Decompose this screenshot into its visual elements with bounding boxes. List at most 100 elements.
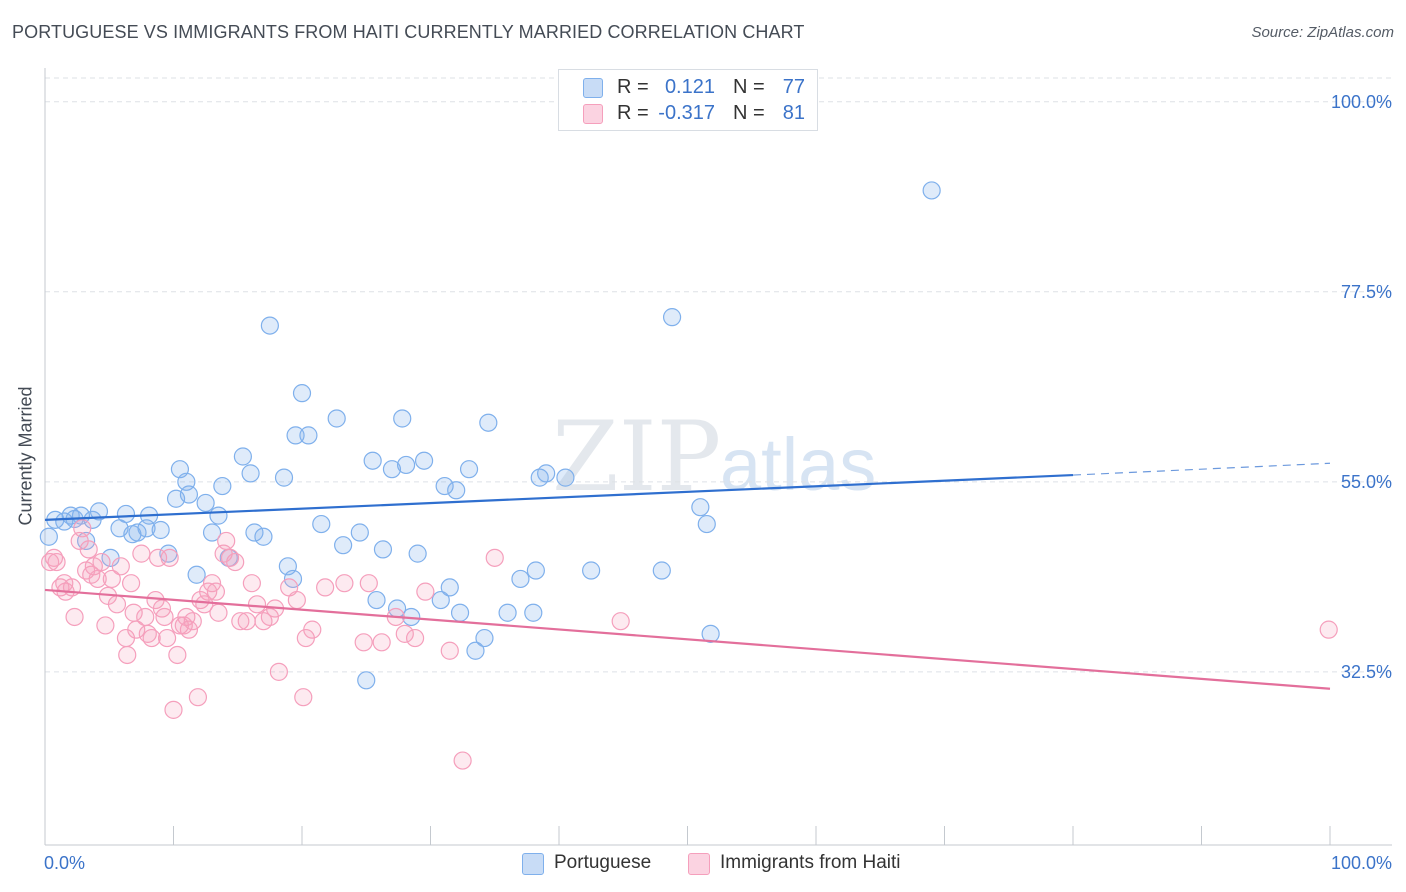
chart-title: PORTUGUESE VS IMMIGRANTS FROM HAITI CURR… [12, 22, 805, 42]
y-tick-label: 77.5% [1341, 282, 1392, 302]
haiti-point [132, 544, 151, 563]
haiti-point [1319, 620, 1338, 639]
portuguese-point [334, 536, 353, 555]
portuguese-point [363, 451, 382, 470]
portuguese-point [701, 624, 720, 643]
haiti-point [183, 612, 202, 631]
haiti-point [118, 645, 137, 665]
haiti-point [416, 582, 435, 601]
haiti-point [47, 552, 66, 572]
haiti-point [102, 569, 121, 589]
haiti-point [316, 578, 335, 597]
portuguese-point [498, 603, 517, 622]
haiti-swatch [583, 104, 603, 124]
legend-label: Immigrants from Haiti [720, 852, 901, 873]
haiti-point [121, 574, 141, 593]
portuguese-point [466, 641, 485, 660]
portuguese-point [408, 544, 427, 563]
portuguese-swatch [583, 78, 603, 98]
haiti-legend-swatch [688, 853, 710, 875]
portuguese-point [537, 464, 556, 483]
portuguese-point [350, 523, 369, 542]
n-label: N = [733, 76, 765, 98]
haiti-point [164, 700, 183, 719]
portuguese-point [202, 523, 222, 542]
portuguese-point [450, 603, 470, 622]
haiti-point [202, 574, 222, 593]
portuguese-point [209, 506, 228, 525]
portuguese-point [396, 455, 416, 475]
trend-lines [44, 462, 1331, 690]
portuguese-point [431, 590, 450, 610]
portuguese-point [116, 504, 136, 524]
y-tick-label: 100.0% [1331, 92, 1392, 112]
portuguese-point [179, 485, 199, 504]
portuguese-point [151, 520, 170, 540]
portuguese-point [233, 447, 252, 466]
portuguese-point [373, 540, 393, 559]
portuguese-point [312, 514, 331, 534]
haiti-point [111, 557, 130, 576]
haiti-point [335, 574, 354, 593]
haiti-point [65, 607, 84, 627]
haiti-point [226, 552, 245, 572]
haiti-point [395, 624, 414, 643]
haiti-point [611, 612, 630, 631]
haiti-point [269, 662, 288, 681]
haiti-point [359, 574, 378, 593]
x-tick-label: 0.0% [44, 853, 85, 873]
portuguese-point [327, 409, 346, 428]
portuguese-point [447, 481, 466, 500]
haiti-point [79, 540, 98, 559]
haiti-point [155, 607, 174, 627]
haiti-point [294, 688, 313, 707]
data-points [39, 181, 1338, 770]
portuguese-point [357, 671, 376, 690]
axes [44, 68, 1392, 846]
n-value: 81 [782, 102, 805, 124]
portuguese-trend-extension [1072, 462, 1331, 476]
portuguese-point [367, 590, 386, 610]
stats-legend-box: R = 0.121 N = 77 R = -0.317 N = 81 [558, 69, 818, 131]
source-label: Source: ZipAtlas.com [1251, 24, 1394, 41]
portuguese-point [274, 468, 294, 487]
r-value: 0.121 [664, 76, 715, 98]
portuguese-point [254, 527, 273, 546]
portuguese-point [241, 464, 260, 483]
portuguese-point [524, 603, 543, 622]
haiti-point [142, 628, 161, 648]
watermark-atlas: atlas [720, 423, 876, 506]
portuguese-point [196, 493, 215, 513]
haiti-point [287, 590, 306, 610]
portuguese-point [479, 413, 498, 432]
haiti-point [107, 595, 127, 614]
haiti-point [217, 531, 236, 551]
portuguese-point [414, 451, 434, 470]
y-tick-label: 55.0% [1341, 472, 1392, 492]
haiti-trend-line [44, 588, 1331, 690]
haiti-point [372, 633, 391, 652]
haiti-point [485, 548, 504, 567]
haiti-point [242, 574, 261, 593]
portuguese-point [697, 514, 716, 534]
haiti-point [209, 603, 228, 622]
haiti-point [127, 620, 146, 639]
r-value: -0.317 [658, 102, 715, 124]
haiti-point [206, 582, 226, 601]
n-value: 77 [782, 76, 805, 98]
portuguese-point [128, 523, 147, 542]
haiti-points [41, 519, 1338, 770]
portuguese-point [582, 561, 601, 580]
haiti-point [160, 548, 179, 567]
portuguese-point [187, 565, 206, 584]
portuguese-point [245, 523, 264, 542]
haiti-point [405, 628, 425, 648]
portuguese-legend-swatch [522, 853, 544, 875]
portuguese-point [652, 561, 671, 580]
haiti-point [188, 688, 208, 707]
portuguese-point [39, 527, 58, 546]
portuguese-point [213, 476, 232, 496]
x-tick-label: 100.0% [1331, 853, 1392, 873]
r-label: R = [617, 102, 649, 124]
